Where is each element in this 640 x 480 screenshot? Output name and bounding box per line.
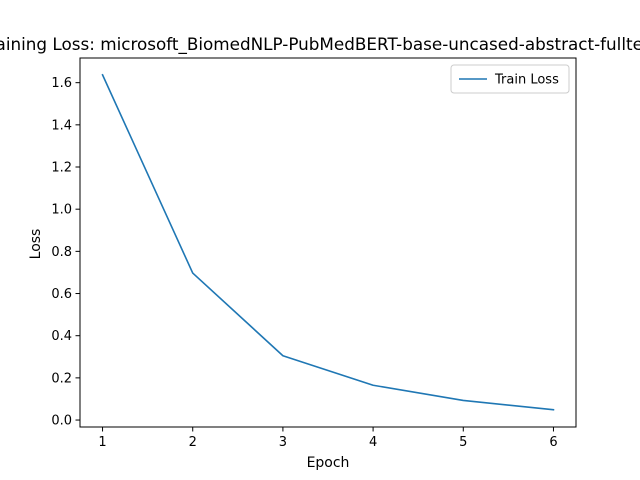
y-axis-label: Loss (28, 229, 44, 260)
x-tick-label: 5 (459, 435, 467, 450)
legend: Train Loss (450, 64, 570, 94)
y-tick-label: 1.6 (51, 76, 72, 91)
y-tick-label: 0.4 (51, 329, 72, 344)
x-tick-label: 6 (549, 435, 557, 450)
y-tick-label: 0.8 (51, 245, 72, 260)
series-line-0 (101, 73, 555, 411)
y-tick-label: 1.4 (51, 118, 72, 133)
legend-box (450, 64, 570, 94)
axes-frame (79, 57, 577, 428)
x-tick-label: 2 (189, 435, 197, 450)
plot-area: 1 2 3 4 5 6 0.0 0.2 0.4 0.6 0.8 1.0 1.2 1.4 1.6 (51, 57, 577, 450)
legend-label: Train Loss (494, 73, 559, 88)
y-tick-label: 0.0 (51, 414, 72, 429)
y-tick-label: 1.0 (51, 203, 72, 218)
y-tick-label: 0.2 (51, 371, 72, 386)
x-tick-label: 4 (369, 435, 377, 450)
x-tick-label: 3 (279, 435, 287, 450)
y-tick-label: 1.2 (51, 161, 72, 176)
x-tick-label: 1 (98, 435, 106, 450)
y-tick-label: 0.6 (51, 287, 72, 302)
x-axis-label: Epoch (307, 455, 350, 471)
chart-title: Training Loss: microsoft_BiomedNLP-PubMe… (0, 34, 640, 55)
